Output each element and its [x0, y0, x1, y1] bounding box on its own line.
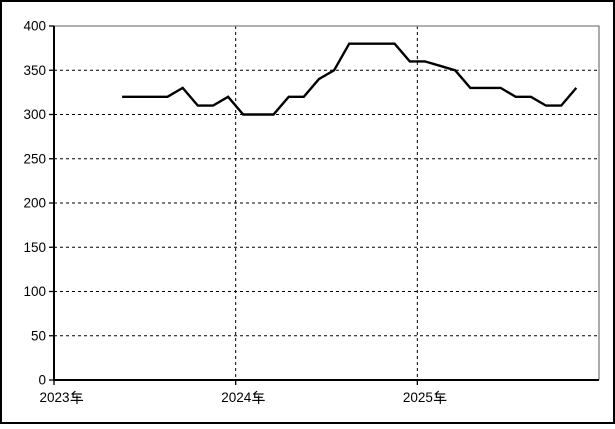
y-tick-label-400: 400 [23, 19, 46, 34]
kanji-year-suffix-2023 [70, 390, 84, 405]
kanji-year-suffix-2025 [433, 390, 447, 405]
x-tick-label-2023: 2023 [40, 390, 70, 405]
y-tick-label-200: 200 [23, 196, 46, 211]
x-tick-label-2025: 2025 [403, 390, 433, 405]
y-tick-label-0: 0 [38, 373, 46, 388]
y-tick-label-50: 50 [31, 328, 46, 343]
y-tick-label-250: 250 [23, 151, 46, 166]
y-tick-label-300: 300 [23, 107, 46, 122]
y-tick-label-100: 100 [23, 284, 46, 299]
data-line-value [122, 42, 578, 116]
x-tick-label-2024: 2024 [221, 390, 252, 405]
kanji-year-suffix-2024 [252, 390, 265, 405]
y-tick-label-350: 350 [23, 63, 46, 78]
y-tick-label-150: 150 [23, 240, 46, 255]
